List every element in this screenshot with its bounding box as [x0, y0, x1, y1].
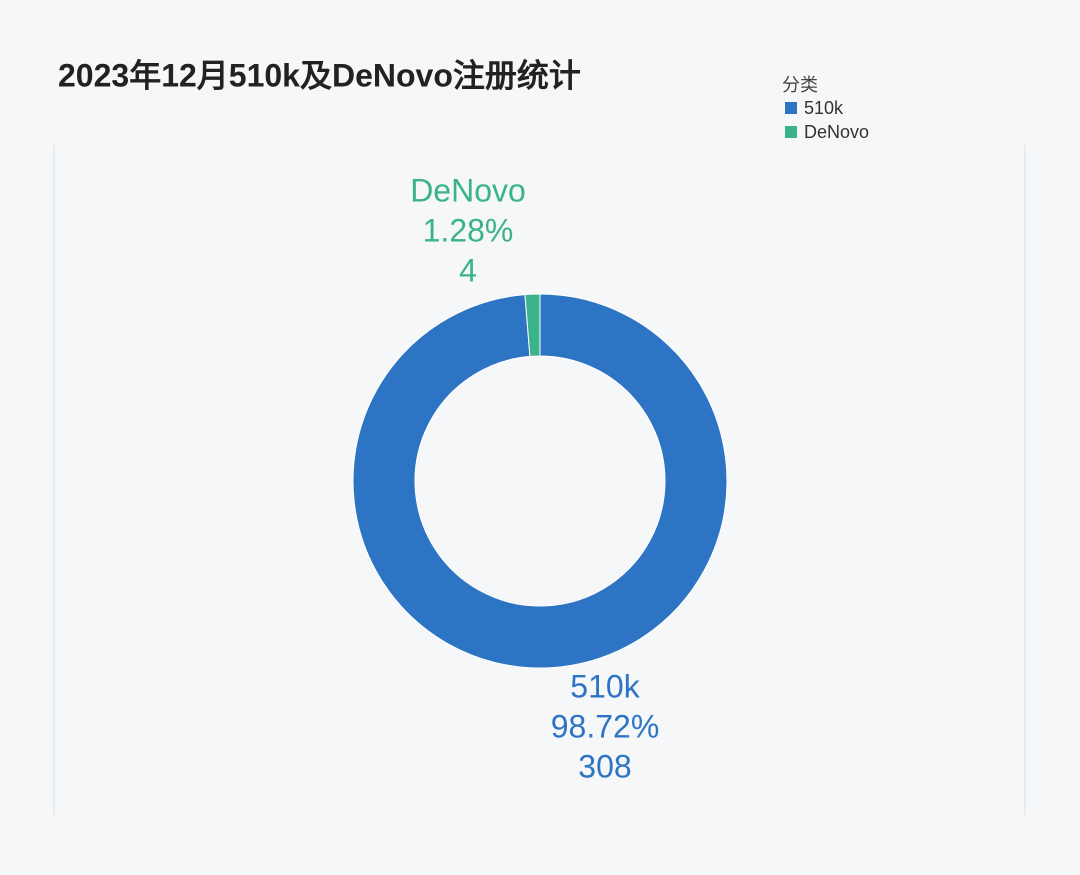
- legend-swatch: [785, 102, 797, 114]
- donut-slice: [352, 293, 728, 669]
- slice-category-label: DeNovo: [410, 172, 526, 208]
- legend-label: DeNovo: [804, 122, 869, 142]
- slice-value-label: 4: [459, 252, 477, 288]
- legend-label: 510k: [804, 98, 844, 118]
- slice-percent-label: 1.28%: [423, 212, 514, 248]
- slice-category-label: 510k: [570, 668, 640, 704]
- slice-percent-label: 98.72%: [551, 708, 660, 744]
- chart-title: 2023年12月510k及DeNovo注册统计: [58, 57, 581, 93]
- legend-swatch: [785, 126, 797, 138]
- slice-value-label: 308: [578, 748, 631, 784]
- donut-slice: [524, 293, 541, 357]
- legend-title: 分类: [782, 75, 818, 95]
